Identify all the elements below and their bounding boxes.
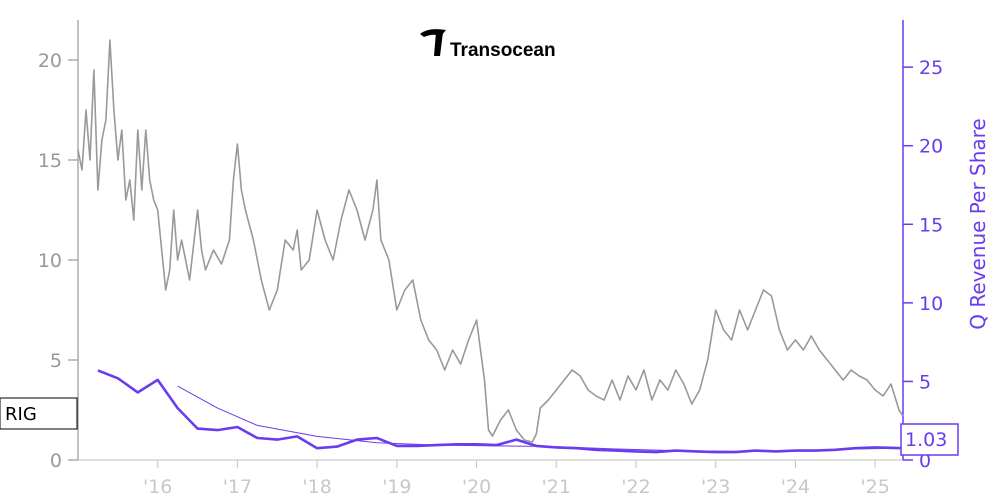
bottom-tick-label: '22 [621, 476, 650, 498]
current-value-label: 1.03 [905, 429, 947, 451]
right-axis-label: Q Revenue Per Share [966, 118, 990, 330]
current-value-box [900, 423, 959, 456]
transocean-logo-text: Transocean [450, 40, 556, 61]
left-tick-label: 10 [38, 250, 62, 272]
bottom-tick-label: '20 [462, 476, 491, 498]
ticker-label: RIG [5, 404, 37, 425]
bottom-tick-label: '25 [860, 476, 889, 498]
bottom-tick-label: '17 [223, 476, 252, 498]
right-tick-label: 5 [919, 371, 931, 393]
bottom-tick-label: '19 [382, 476, 411, 498]
left-tick-label: 0 [50, 450, 62, 472]
bottom-tick-label: '18 [302, 476, 331, 498]
left-tick-label: 5 [50, 350, 62, 372]
transocean-logo-icon [420, 29, 446, 56]
left-tick-label: 20 [38, 50, 62, 72]
bottom-tick-label: '23 [701, 476, 730, 498]
bottom-tick-label: '21 [542, 476, 571, 498]
right-tick-label: 10 [919, 293, 943, 315]
left-tick-label: 15 [38, 150, 62, 172]
bottom-tick-label: '24 [781, 476, 810, 498]
right-tick-label: 20 [919, 136, 943, 158]
series-layer [77, 39, 904, 454]
ticker-badge: RIG [0, 397, 78, 430]
current-value-badge: 1.03 [900, 423, 959, 456]
ticker-badge-box [0, 397, 78, 430]
trend-series-line [177, 385, 904, 452]
right-tick-label: 25 [919, 57, 943, 79]
bottom-tick-label: '16 [143, 476, 172, 498]
bottom-axis-ticks: '16 '17 '18 '19 '20 '21 '22 '23 '24 '25 [143, 460, 890, 498]
transocean-logo: Transocean [420, 29, 556, 61]
left-axis-ticks: 0 5 10 15 20 [38, 50, 78, 472]
right-tick-label: 15 [919, 214, 943, 236]
price-series-line [77, 39, 904, 443]
revenue-series-line [97, 369, 904, 454]
